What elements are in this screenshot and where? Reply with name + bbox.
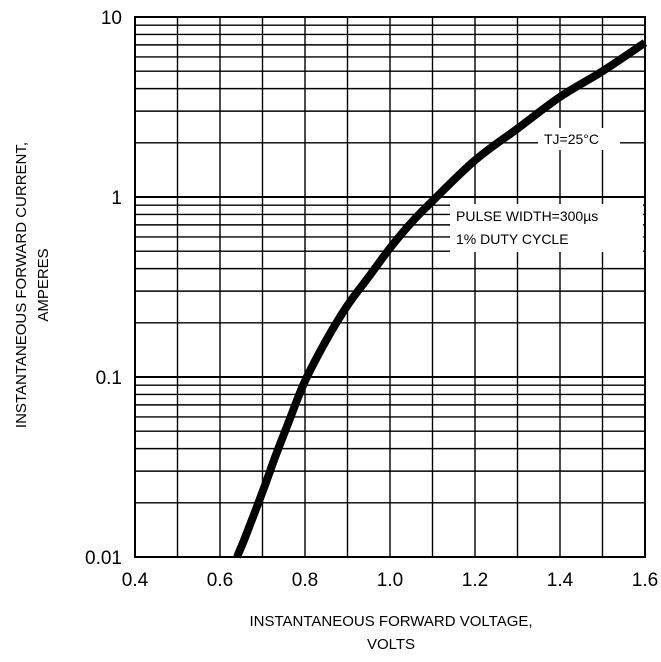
x-tick-label: 0.8 — [292, 570, 318, 591]
x-tick-label: 0.6 — [207, 570, 233, 591]
y-tick-label: 10 — [101, 8, 122, 29]
series-layer — [233, 39, 648, 559]
x-axis-title-line-1: INSTANTANEOUS FORWARD VOLTAGE, — [249, 613, 532, 630]
tick-labels: 0.4 0.6 0.8 1.0 1.2 1.4 1.6 0.01 0.1 1 10 — [85, 8, 658, 591]
y-axis-title-line-1: INSTANTANEOUS FORWARD CURRENT, — [13, 142, 30, 428]
x-tick-label: 1.2 — [462, 570, 488, 591]
y-tick-label: 0.01 — [85, 548, 122, 569]
x-tick-label: 1.4 — [547, 570, 574, 591]
y-tick-label: 0.1 — [96, 368, 122, 389]
annotation-duty-cycle: 1% DUTY CYCLE — [456, 231, 569, 247]
y-tick-label: 1 — [111, 188, 122, 209]
y-axis-title-2: AMPERES — [35, 248, 52, 321]
annotation-pulse-width: PULSE WIDTH=300µs — [456, 208, 598, 224]
x-tick-label: 0.4 — [122, 570, 149, 591]
forward-current-curve — [233, 39, 648, 559]
x-tick-label: 1.6 — [632, 570, 658, 591]
annotation-temperature: TJ=25°C — [544, 131, 599, 147]
y-axis-title-line-2: AMPERES — [35, 248, 52, 321]
x-axis-title-line-2: VOLTS — [367, 636, 415, 653]
x-tick-label: 1.0 — [377, 570, 403, 591]
annotation-bg-pulse — [450, 204, 643, 252]
annotation-bg-temp — [538, 128, 620, 150]
y-axis-title: INSTANTANEOUS FORWARD CURRENT, — [13, 142, 30, 428]
grid — [134, 16, 646, 558]
plot-border — [134, 16, 646, 558]
